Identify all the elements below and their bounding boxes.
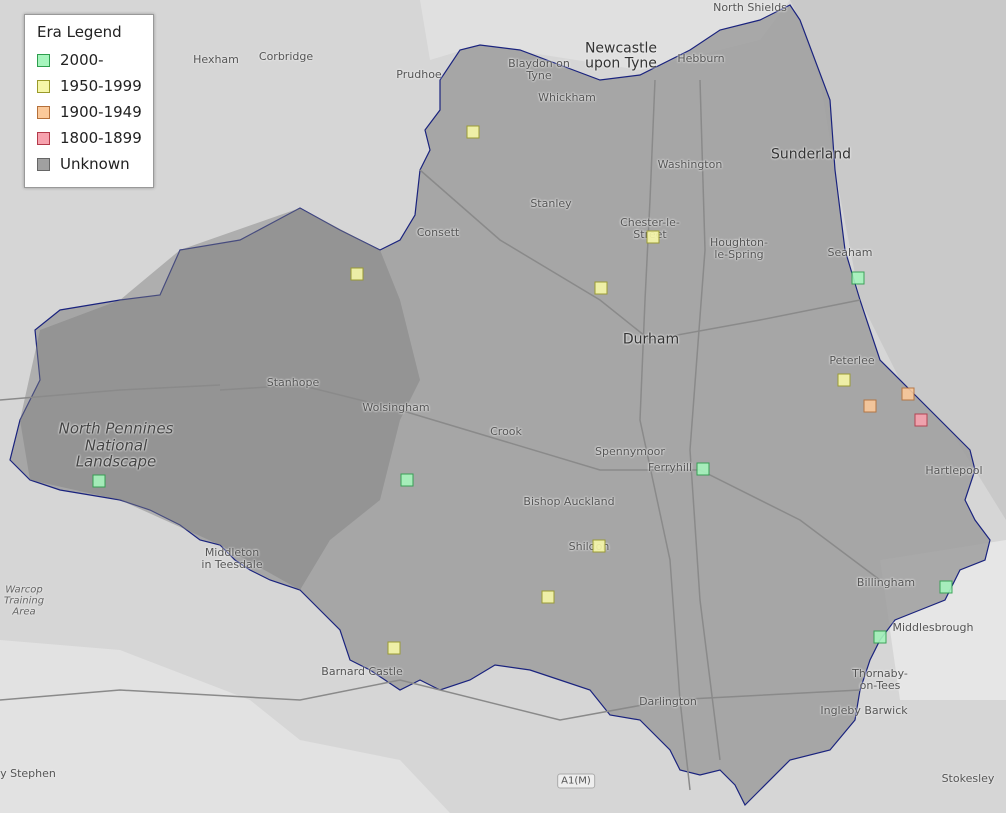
place-label: Stanhope bbox=[266, 375, 320, 389]
place-label: Billingham bbox=[856, 575, 916, 589]
site-marker[interactable] bbox=[466, 125, 480, 139]
place-label: Seaham bbox=[827, 245, 873, 259]
site-marker[interactable] bbox=[901, 387, 915, 401]
legend-swatch bbox=[37, 79, 50, 93]
legend-item: 2000- bbox=[37, 47, 143, 73]
place-label: Durham bbox=[622, 331, 680, 348]
legend-label: Unknown bbox=[60, 155, 130, 173]
place-label: Washington bbox=[657, 157, 723, 171]
place-label: Middleton in Teesdale bbox=[201, 545, 263, 571]
legend-item: 1950-1999 bbox=[37, 73, 143, 99]
legend-item: 1800-1899 bbox=[37, 125, 143, 151]
place-label: Darlington bbox=[639, 694, 697, 708]
legend-label: 1950-1999 bbox=[60, 77, 142, 95]
place-label: Stokesley bbox=[941, 771, 995, 785]
upland-area bbox=[20, 208, 420, 590]
place-label: Peterlee bbox=[829, 353, 875, 367]
place-label: North Shields bbox=[713, 0, 787, 14]
place-label: Bishop Auckland bbox=[523, 494, 615, 508]
legend-swatch bbox=[37, 131, 50, 145]
legend-label: 1800-1899 bbox=[60, 129, 142, 147]
place-label: Thornaby- on-Tees bbox=[852, 666, 908, 692]
place-label: Houghton- le-Spring bbox=[710, 235, 768, 261]
place-label: Consett bbox=[416, 225, 460, 239]
site-marker[interactable] bbox=[350, 267, 364, 281]
site-marker[interactable] bbox=[541, 590, 555, 604]
site-marker[interactable] bbox=[851, 271, 865, 285]
site-marker[interactable] bbox=[914, 413, 928, 427]
legend-item: Unknown bbox=[37, 151, 143, 177]
site-marker[interactable] bbox=[696, 462, 710, 476]
site-marker[interactable] bbox=[873, 630, 887, 644]
legend-item: 1900-1949 bbox=[37, 99, 143, 125]
place-label: Spennymoor bbox=[595, 444, 665, 458]
site-marker[interactable] bbox=[863, 399, 877, 413]
sea bbox=[790, 0, 1006, 520]
place-label: Hebburn bbox=[677, 51, 725, 65]
place-label: Whickham bbox=[538, 90, 596, 104]
place-label: Middlesbrough bbox=[892, 620, 974, 634]
place-label: Stanley bbox=[530, 196, 572, 210]
place-label: Barnard Castle bbox=[321, 664, 403, 678]
era-legend: Era Legend 2000- 1950-1999 1900-1949 1800-1… bbox=[24, 14, 154, 188]
legend-swatch bbox=[37, 105, 50, 119]
legend-swatch bbox=[37, 157, 50, 171]
place-label: Prudhoe bbox=[396, 67, 442, 81]
place-label: Ingleby Barwick bbox=[820, 703, 908, 717]
site-marker[interactable] bbox=[939, 580, 953, 594]
legend-title: Era Legend bbox=[37, 23, 122, 41]
site-marker[interactable] bbox=[646, 230, 660, 244]
place-label: Ferryhill bbox=[648, 460, 692, 474]
county-region bbox=[9, 4, 991, 807]
site-marker[interactable] bbox=[92, 474, 106, 488]
legend-swatch bbox=[37, 53, 50, 67]
place-label: Corbridge bbox=[258, 49, 314, 63]
site-marker[interactable] bbox=[594, 281, 608, 295]
place-label: Blaydon on Tyne bbox=[508, 56, 570, 82]
place-label: Hartlepool bbox=[925, 463, 983, 477]
site-marker[interactable] bbox=[837, 373, 851, 387]
place-label: Newcastle upon Tyne bbox=[584, 40, 658, 72]
place-label: Warcop Training Area bbox=[3, 584, 45, 618]
legend-label: 2000- bbox=[60, 51, 104, 69]
site-marker[interactable] bbox=[592, 539, 606, 553]
place-label: y Stephen bbox=[0, 766, 56, 780]
place-label: Wolsingham bbox=[362, 400, 430, 414]
site-marker[interactable] bbox=[387, 641, 401, 655]
roads bbox=[0, 79, 881, 791]
place-label: North Pennines National Landscape bbox=[58, 419, 174, 471]
road-label: A1(M) bbox=[557, 773, 595, 789]
place-label: Sunderland bbox=[770, 146, 852, 163]
place-label: Hexham bbox=[193, 52, 239, 66]
site-marker[interactable] bbox=[400, 473, 414, 487]
place-label: Crook bbox=[490, 424, 522, 438]
legend-label: 1900-1949 bbox=[60, 103, 142, 121]
